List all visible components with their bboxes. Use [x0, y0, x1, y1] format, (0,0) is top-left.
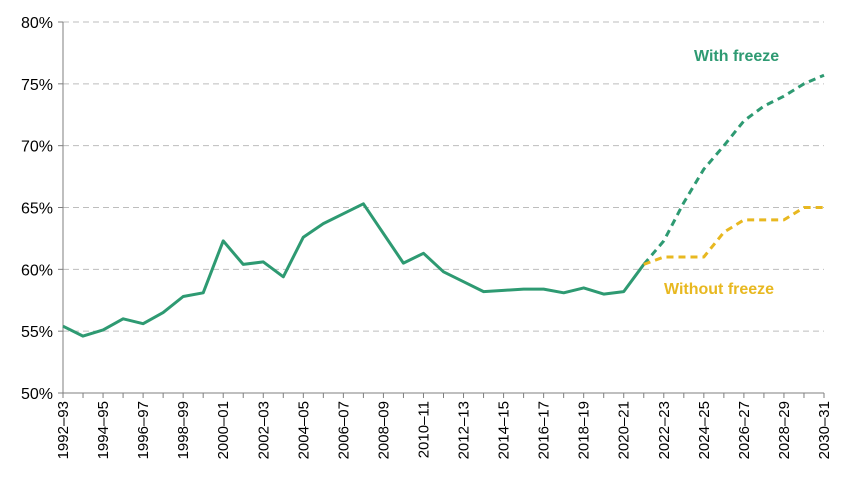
y-tick-label: 55%: [21, 324, 53, 341]
x-tick-label: 2014–15: [496, 401, 513, 459]
x-tick-label: 2020–21: [616, 401, 633, 459]
x-tick-label: 1996–97: [135, 401, 152, 459]
series-line-2: [643, 206, 824, 266]
x-tick-label: 2016–17: [536, 401, 553, 459]
y-tick-label: 75%: [21, 77, 53, 94]
x-tick-label: 2000–01: [215, 401, 232, 459]
series-line-1: [642, 73, 825, 266]
x-tick-label: 2008–09: [375, 401, 392, 459]
series: [62, 73, 825, 338]
x-tick-label: 2030–31: [816, 401, 833, 459]
x-tick-label: 2024–25: [696, 401, 713, 459]
axes: [58, 21, 825, 398]
y-tick-label: 50%: [21, 386, 53, 403]
x-tick-label: 2012–13: [456, 401, 473, 459]
x-tick-label: 2018–19: [576, 401, 593, 459]
y-tick-label: 70%: [21, 139, 53, 156]
annotation-with-freeze: With freeze: [694, 48, 779, 65]
x-tick-label: 1998–99: [175, 401, 192, 459]
x-tick-label: 2004–05: [295, 401, 312, 459]
y-tick-label: 60%: [21, 262, 53, 279]
x-tick-label: 2002–03: [255, 401, 272, 459]
y-tick-label: 80%: [21, 15, 53, 32]
gridlines: [63, 21, 824, 332]
x-tick-label: 2022–23: [656, 401, 673, 459]
y-tick-label: 65%: [21, 201, 53, 218]
x-tick-label: 2010–11: [415, 401, 432, 458]
x-tick-label: 2026–27: [736, 401, 753, 459]
x-tick-label: 2028–29: [776, 401, 793, 459]
x-tick-label: 2006–07: [335, 401, 352, 459]
x-axis-ticks: 1992–93 1994–95 1996–97 1998–99 2000–01 2002–…: [55, 401, 833, 459]
x-tick-label: 1992–93: [55, 401, 72, 459]
y-axis-ticks: 50% 55% 60% 65% 70% 75% 80%: [21, 15, 53, 403]
annotation-without-freeze: Without freeze: [664, 281, 774, 298]
x-tick-label: 1994–95: [95, 401, 112, 459]
series-line-0: [62, 202, 646, 338]
